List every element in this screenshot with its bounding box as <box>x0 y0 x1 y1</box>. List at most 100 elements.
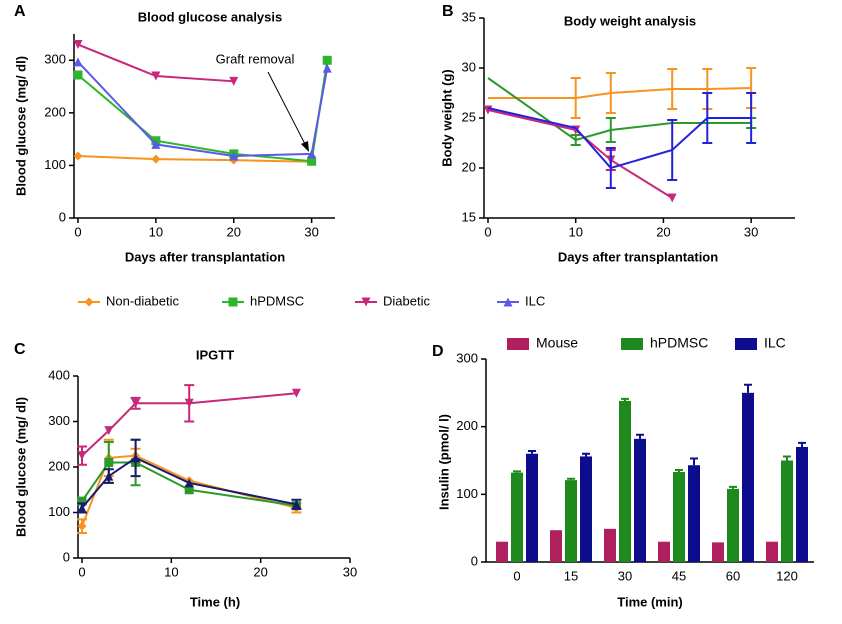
bar <box>619 400 631 562</box>
y-tick-label: 0 <box>471 553 478 568</box>
error-bar <box>667 68 678 110</box>
panel-label: C <box>14 341 26 358</box>
y-tick-label: 300 <box>456 350 478 365</box>
y-axis-label: Blood glucose (mg/ dl) <box>13 56 28 196</box>
x-tick-label: 0 <box>78 564 85 579</box>
y-tick-label: 25 <box>462 109 476 124</box>
x-tick-label: 120 <box>776 568 798 583</box>
legend-label: Diabetic <box>383 293 430 308</box>
x-tick-label: 0 <box>74 224 81 239</box>
point <box>131 398 141 408</box>
y-tick-label: 300 <box>44 52 66 67</box>
y-axis-label: Insulin (pmol/ l) <box>436 414 451 510</box>
arrow-head <box>301 141 309 152</box>
panel-label: A <box>14 3 26 20</box>
point <box>184 478 194 488</box>
bar <box>658 541 670 562</box>
bar <box>781 460 793 562</box>
bar <box>766 541 778 562</box>
x-tick-label: 30 <box>343 564 357 579</box>
x-axis-label: Time (h) <box>190 594 240 609</box>
x-tick-label: 10 <box>149 224 163 239</box>
annotation: Graft removal <box>216 51 295 66</box>
error-bar <box>746 92 757 144</box>
panel-label: D <box>432 343 444 360</box>
bar <box>496 541 508 562</box>
error-bar <box>729 485 737 489</box>
point <box>77 503 87 513</box>
y-tick-label: 35 <box>462 9 476 24</box>
y-tick-label: 100 <box>456 486 478 501</box>
y-tick-label: 200 <box>44 104 66 119</box>
error-bar <box>570 77 581 119</box>
error-bar <box>570 134 581 146</box>
x-axis-label: Time (min) <box>617 594 683 609</box>
y-tick-label: 0 <box>59 209 66 224</box>
x-tick-label: 0 <box>484 224 491 239</box>
legend-marker <box>503 297 513 307</box>
error-bar <box>667 119 678 181</box>
series-line <box>77 61 329 157</box>
x-tick-label: 10 <box>568 224 582 239</box>
x-tick-label: 15 <box>564 568 578 583</box>
legend-marker <box>228 297 238 307</box>
point <box>151 71 161 81</box>
legend-marker <box>84 297 94 307</box>
bar <box>526 453 538 562</box>
y-tick-label: 200 <box>48 458 70 473</box>
x-tick-label: 20 <box>656 224 670 239</box>
point <box>73 40 83 50</box>
x-tick-label: 30 <box>618 568 632 583</box>
y-tick-label: 100 <box>44 157 66 172</box>
error-bar <box>783 455 791 461</box>
point <box>291 499 301 509</box>
series-line <box>77 154 312 163</box>
point <box>73 70 83 80</box>
error-bar <box>605 72 616 114</box>
legend-swatch <box>621 338 643 350</box>
y-tick-label: 300 <box>48 413 70 428</box>
point <box>73 151 83 161</box>
point <box>307 149 317 159</box>
error-bar <box>690 457 698 466</box>
point <box>229 151 239 161</box>
y-tick-label: 400 <box>48 367 70 382</box>
bar <box>727 488 739 562</box>
point <box>322 55 332 65</box>
y-tick-label: 0 <box>63 549 70 564</box>
y-tick-label: 30 <box>462 59 476 74</box>
legend-label: ILC <box>764 335 786 351</box>
y-tick-label: 200 <box>456 418 478 433</box>
point <box>131 453 141 463</box>
series-line <box>488 87 752 99</box>
chart-title: Body weight analysis <box>564 13 696 28</box>
legend-label: ILC <box>525 293 545 308</box>
point <box>322 63 332 73</box>
point <box>73 57 83 67</box>
point <box>184 398 194 408</box>
error-bar <box>582 452 590 457</box>
x-tick-label: 0 <box>513 568 520 583</box>
point <box>291 388 301 398</box>
error-bar <box>567 477 575 481</box>
panel-label: B <box>442 3 454 20</box>
y-tick-label: 100 <box>48 504 70 519</box>
bar <box>580 456 592 562</box>
bar <box>634 438 646 562</box>
bar <box>565 480 577 562</box>
error-bar <box>605 147 616 189</box>
error-bar <box>675 468 683 473</box>
x-tick-label: 60 <box>726 568 740 583</box>
error-bar <box>636 433 644 439</box>
bar <box>550 530 562 562</box>
error-bar <box>621 397 629 401</box>
point <box>667 193 677 203</box>
x-tick-label: 30 <box>744 224 758 239</box>
x-axis-label: Days after transplantation <box>558 249 718 264</box>
legend-label: Non-diabetic <box>106 293 179 308</box>
point <box>151 154 161 164</box>
error-bar <box>528 450 536 454</box>
series-line <box>487 107 752 170</box>
